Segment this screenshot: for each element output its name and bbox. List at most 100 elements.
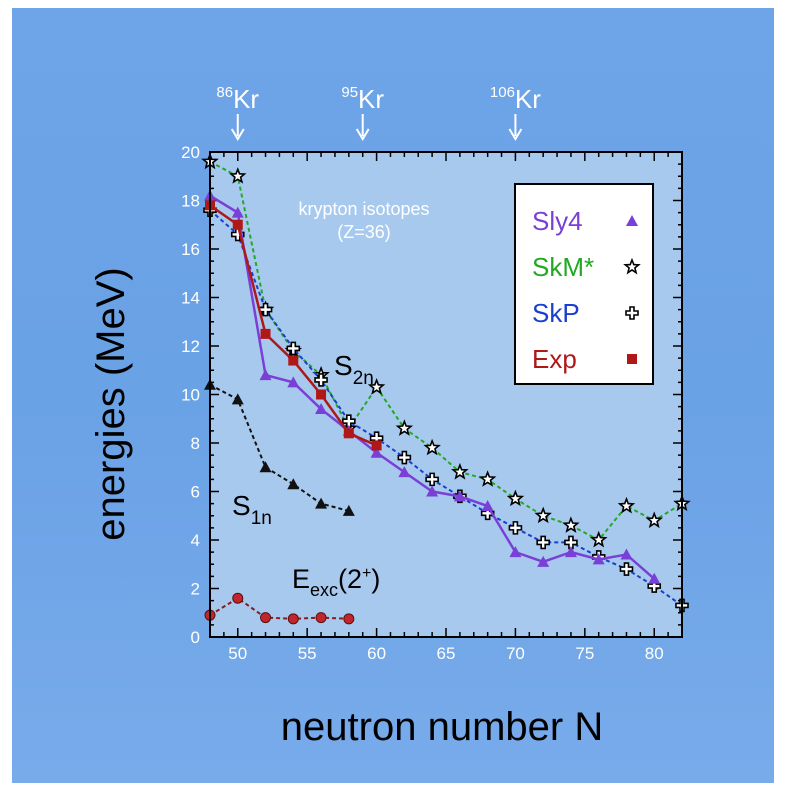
series-line-s1n (209, 383, 350, 512)
s1n-label-sub: 1n (251, 508, 272, 529)
data-point-sly4 (481, 500, 494, 512)
top-isotope-markers: 86Kr 95Kr 106Kr (216, 84, 541, 141)
y-tick-label: 6 (191, 483, 200, 502)
data-point-exp (232, 219, 243, 230)
isotope-marker-label: 95Kr (341, 84, 384, 114)
data-point-sly4 (370, 446, 383, 458)
y-tick-label: 20 (181, 143, 200, 162)
isotope-marker-label: 106Kr (490, 84, 541, 114)
y-axis-title: energies (MeV) (89, 267, 133, 540)
data-point-exp (371, 440, 382, 451)
data-point-skm (506, 489, 525, 507)
data-point-skm (589, 530, 608, 548)
y-tick-label: 12 (181, 337, 200, 356)
y-tick-label: 14 (181, 289, 200, 308)
y-tick-label: 10 (181, 386, 200, 405)
isotopes-annotation-line2: (Z=36) (337, 222, 391, 242)
data-point-skp (536, 535, 550, 550)
data-point-skp (619, 562, 634, 576)
x-tick-label: 80 (645, 644, 664, 663)
data-point-skp (564, 535, 578, 550)
figure-background: 50 55 60 65 70 75 80 0 2 4 6 8 10 12 14 16 18 20 86Kr 95K… (12, 8, 774, 783)
data-point-eexc2 (315, 612, 327, 624)
data-point-eexc2 (260, 612, 272, 624)
data-point-skm (423, 438, 441, 456)
y-tick-label: 8 (191, 434, 200, 453)
x-axis-title: neutron number N (281, 705, 603, 749)
legend-label: Exp (532, 344, 577, 374)
s2n-label-main: S (334, 350, 353, 381)
legend-label: SkP (532, 298, 580, 328)
isotope-element: Kr (358, 84, 384, 114)
isotope-element: Kr (233, 84, 259, 114)
data-point-skp (647, 579, 662, 593)
isotope-arrow-head (230, 128, 245, 141)
eexc-label-sup: + (362, 565, 371, 582)
legend-label: SkM* (532, 252, 594, 282)
legend-marker (625, 306, 639, 320)
data-point-skp (342, 414, 356, 428)
isotope-mass-number: 86 (216, 84, 233, 101)
eexc-label-close: ) (371, 564, 380, 594)
data-point-s1n (287, 478, 300, 490)
data-point-sly4 (620, 548, 633, 560)
y-tick-label: 0 (191, 628, 200, 647)
x-tick-label: 50 (228, 644, 247, 663)
series-line-skm (209, 160, 683, 541)
data-point-sly4 (537, 555, 550, 567)
data-point-exp (260, 328, 271, 339)
data-point-skm (534, 506, 552, 524)
data-point-skp (508, 521, 523, 535)
x-tick-label: 65 (437, 644, 456, 663)
data-point-skm (478, 470, 497, 487)
legend-entries: Sly4 SkM* SkP Exp (532, 206, 641, 374)
y-tick-label: 16 (181, 240, 200, 259)
series-sly4 (204, 189, 661, 584)
series-eexc2 (204, 592, 355, 625)
x-tick-label: 55 (298, 644, 317, 663)
x-tick-label: 75 (575, 644, 594, 663)
data-point-skp (397, 450, 412, 465)
isotopes-annotation-line1: krypton isotopes (298, 199, 429, 219)
legend-marker (626, 215, 638, 226)
data-point-s1n (259, 461, 272, 473)
data-point-eexc2 (232, 592, 244, 604)
data-point-skp (425, 472, 439, 487)
series-line-skp (209, 209, 683, 607)
data-point-sly4 (315, 403, 328, 415)
y-tick-label: 2 (191, 580, 200, 599)
plot-border (209, 151, 683, 638)
s2n-label-sub: 2n (353, 368, 374, 389)
data-point-sly4 (453, 490, 466, 502)
data-point-skm (229, 167, 247, 184)
data-point-skm (367, 378, 386, 395)
data-point-skm (645, 511, 664, 529)
eexc-label: Eexc(2+) (292, 564, 380, 600)
data-point-sly4 (398, 466, 411, 478)
data-point-skp (286, 341, 301, 356)
s2n-label: S2n (334, 350, 374, 389)
data-point-skm (451, 462, 469, 480)
isotope-arrow-head (355, 128, 370, 141)
data-point-eexc2 (343, 613, 355, 625)
s1n-label-main: S (232, 490, 251, 521)
data-point-skm (395, 419, 414, 436)
data-point-exp (316, 389, 327, 400)
data-point-sly4 (426, 485, 439, 497)
data-point-eexc2 (287, 613, 299, 625)
eexc-label-sub: exc (310, 580, 338, 600)
data-point-s1n (342, 504, 355, 516)
data-point-sly4 (592, 553, 605, 565)
legend-label: Sly4 (532, 206, 583, 236)
data-point-sly4 (259, 369, 272, 381)
data-point-sly4 (231, 206, 244, 218)
y-tick-labels: 0 2 4 6 8 10 12 14 16 18 20 (181, 143, 200, 647)
data-point-s1n (315, 497, 328, 509)
legend-marker (623, 257, 641, 275)
legend: Sly4 SkM* SkP Exp (514, 183, 654, 385)
y-tick-label: 18 (181, 192, 200, 211)
data-point-skm (617, 496, 636, 514)
legend-marker (627, 354, 637, 364)
series-layer (201, 152, 691, 625)
x-tick-label: 70 (506, 644, 525, 663)
